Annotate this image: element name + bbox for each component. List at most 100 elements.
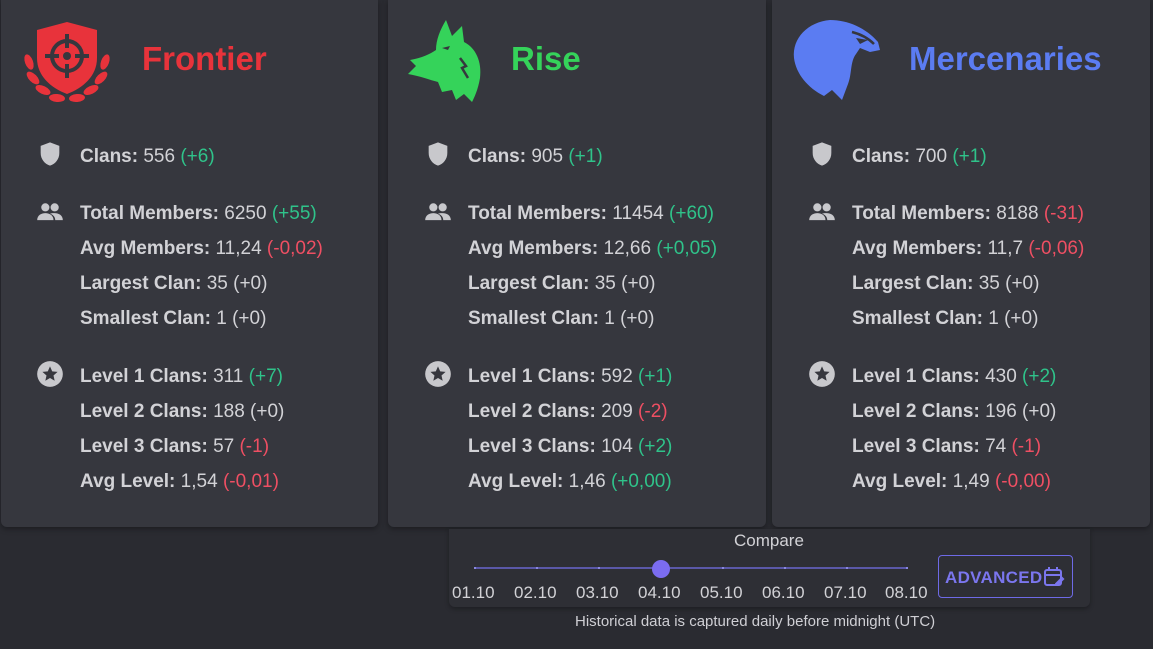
stat-value: 311: [213, 366, 244, 387]
stat-value: 1,46: [568, 471, 606, 492]
stat-value: 11454: [612, 203, 664, 224]
date-slider-thumb[interactable]: [652, 560, 670, 578]
shield-icon: [40, 142, 60, 166]
stat-delta: (+0): [620, 308, 655, 329]
avg-members-stat: Avg Members: 11,24 (-0,02): [80, 238, 323, 260]
stat-label: Smallest Clan:: [468, 308, 599, 329]
stat-label: Smallest Clan:: [80, 308, 211, 329]
shield-icon: [812, 142, 832, 166]
stat-value: 35: [594, 273, 616, 294]
avg-level-stat: Avg Level: 1,46 (+0,00): [468, 471, 672, 493]
stat-label: Largest Clan:: [468, 273, 590, 294]
people-icon: [425, 203, 451, 221]
stat-delta: (+0): [232, 308, 267, 329]
stat-delta: (-1): [239, 436, 270, 457]
compare-label: Compare: [734, 531, 804, 550]
stat-delta: (+6): [180, 146, 215, 167]
level3-clans-stat: Level 3 Clans: 57 (-1): [80, 436, 269, 458]
stat-delta: (+0): [233, 273, 268, 294]
total-members-stat: Total Members: 11454 (+60): [468, 203, 714, 225]
historical-data-footnote: Historical data is captured daily before…: [575, 613, 936, 630]
date-label[interactable]: 08.10: [885, 583, 928, 602]
star-circle-icon: [37, 361, 63, 387]
rise-wolf-logo: [408, 20, 481, 102]
stat-value: 11,7: [987, 238, 1024, 259]
level3-clans-stat: Level 3 Clans: 104 (+2): [468, 436, 672, 458]
slider-tick: [846, 567, 848, 569]
stat-delta: (-0,00): [994, 471, 1051, 492]
stat-label: Level 2 Clans:: [80, 401, 208, 422]
people-icon: [809, 203, 835, 221]
level1-clans-stat: Level 1 Clans: 311 (+7): [80, 366, 283, 388]
stat-value: 104: [601, 436, 633, 457]
date-label[interactable]: 02.10: [514, 583, 557, 602]
advanced-button[interactable]: ADVANCED: [938, 555, 1073, 598]
stat-label: Total Members:: [80, 203, 220, 224]
stat-label: Level 1 Clans:: [852, 366, 980, 387]
mercenaries-eagle-logo: [793, 20, 880, 100]
star-circle-icon: [425, 361, 451, 387]
stat-delta: (+60): [669, 203, 714, 224]
stat-label: Largest Clan:: [852, 273, 974, 294]
stat-label: Level 2 Clans:: [468, 401, 596, 422]
slider-tick: [598, 567, 600, 569]
stat-value: 209: [601, 401, 633, 422]
stat-value: 1: [216, 308, 227, 329]
date-label[interactable]: 01.10: [452, 583, 495, 602]
date-label[interactable]: 07.10: [824, 583, 867, 602]
stat-delta: (+1): [952, 146, 987, 167]
slider-tick: [536, 567, 538, 569]
stat-value: 188: [213, 401, 245, 422]
date-label[interactable]: 05.10: [700, 583, 743, 602]
stat-delta: (+2): [1022, 366, 1057, 387]
stat-label: Avg Members:: [80, 238, 211, 259]
stat-label: Level 3 Clans:: [468, 436, 596, 457]
clans-stat: Clans: 700 (+1): [852, 146, 987, 168]
stat-value: 1: [604, 308, 615, 329]
level2-clans-stat: Level 2 Clans: 209 (-2): [468, 401, 668, 423]
faction-title: Frontier: [142, 40, 267, 77]
date-slider-track[interactable]: [474, 567, 908, 569]
faction-card-mercenaries: Mercenaries Clans: 700 (+1) Total Member…: [772, 0, 1150, 527]
stat-value: 6250: [224, 203, 267, 224]
stat-value: 35: [978, 273, 1000, 294]
stat-delta: (-0,01): [222, 471, 279, 492]
stat-value: 556: [143, 146, 176, 167]
stat-label: Level 3 Clans:: [80, 436, 208, 457]
stat-label: Clans:: [852, 146, 911, 167]
avg-members-stat: Avg Members: 12,66 (+0,05): [468, 238, 717, 260]
stat-value: 74: [985, 436, 1007, 457]
stat-value: 1,54: [180, 471, 218, 492]
stat-delta: (+0): [621, 273, 656, 294]
stat-value: 196: [985, 401, 1017, 422]
slider-tick: [784, 567, 786, 569]
shield-icon: [428, 142, 448, 166]
stat-value: 1: [988, 308, 999, 329]
stat-label: Avg Level:: [468, 471, 564, 492]
stat-label: Level 2 Clans:: [852, 401, 980, 422]
date-label[interactable]: 03.10: [576, 583, 619, 602]
stat-label: Avg Level:: [80, 471, 176, 492]
slider-tick: [906, 567, 908, 569]
stat-label: Clans:: [468, 146, 527, 167]
largest-clan-stat: Largest Clan: 35 (+0): [80, 273, 267, 295]
stat-value: 430: [985, 366, 1017, 387]
stat-delta: (+0): [1004, 308, 1039, 329]
stat-label: Total Members:: [852, 203, 992, 224]
smallest-clan-stat: Smallest Clan: 1 (+0): [468, 308, 654, 330]
date-label[interactable]: 06.10: [762, 583, 805, 602]
date-label[interactable]: 04.10: [638, 583, 681, 602]
advanced-button-label: ADVANCED: [945, 568, 1043, 587]
frontier-crosshair-shield-logo: [24, 22, 110, 103]
stat-delta: (+0): [250, 401, 285, 422]
stat-delta: (-0,02): [266, 238, 323, 259]
faction-title: Rise: [511, 40, 581, 77]
people-icon: [37, 203, 63, 221]
stat-value: 12,66: [603, 238, 652, 259]
clans-stat: Clans: 556 (+6): [80, 146, 215, 168]
avg-level-stat: Avg Level: 1,54 (-0,01): [80, 471, 279, 493]
avg-level-stat: Avg Level: 1,49 (-0,00): [852, 471, 1051, 493]
stat-label: Largest Clan:: [80, 273, 202, 294]
stat-label: Total Members:: [468, 203, 608, 224]
stat-label: Avg Members:: [852, 238, 983, 259]
